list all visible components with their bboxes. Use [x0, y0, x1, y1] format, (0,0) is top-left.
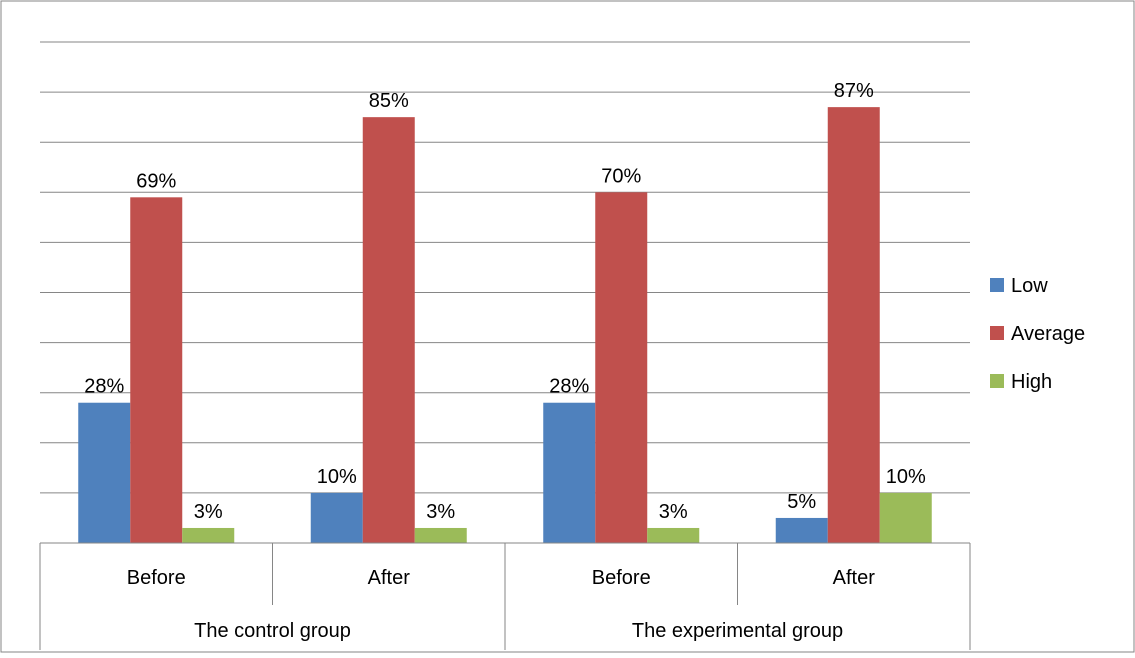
bar-average-3	[827, 107, 880, 543]
legend: Low Average High	[990, 275, 1085, 393]
data-label-high-1: 3%	[426, 501, 455, 523]
legend-label-high: High	[1011, 371, 1052, 393]
legend-swatch-low	[990, 278, 1004, 292]
data-label-low-0: 28%	[84, 376, 124, 398]
bar-average-2	[595, 192, 648, 544]
x-axis: Before After Before After The control group T…	[39, 542, 971, 650]
bar-average-0	[130, 197, 183, 543]
data-label-low-3: 5%	[787, 491, 816, 513]
data-label-average-0: 69%	[136, 170, 176, 192]
data-label-low-1: 10%	[317, 466, 357, 488]
legend-label-low: Low	[1011, 275, 1048, 297]
data-label-average-3: 87%	[834, 80, 874, 102]
category-label-3: After	[833, 567, 876, 589]
legend-label-average: Average	[1011, 323, 1085, 345]
category-label-2: Before	[592, 567, 651, 589]
data-label-low-2: 28%	[549, 376, 589, 398]
bar-low-2	[543, 402, 596, 543]
legend-swatch-average	[990, 326, 1004, 340]
bars-layer	[78, 107, 932, 544]
bar-high-1	[414, 527, 467, 543]
gridlines	[40, 41, 970, 494]
data-labels-layer: 28% 10% 28% 5% 69% 85% 70% 87% 3% 3% 3% 10%	[84, 80, 926, 523]
data-label-high-2: 3%	[659, 501, 688, 523]
data-label-high-0: 3%	[194, 501, 223, 523]
bar-average-1	[362, 117, 415, 544]
category-label-1: After	[368, 567, 411, 589]
category-label-0: Before	[127, 567, 186, 589]
bar-high-3	[879, 492, 932, 543]
bar-high-0	[182, 527, 235, 543]
bar-low-1	[310, 492, 363, 543]
group-label-0: The control group	[194, 620, 351, 642]
data-label-average-1: 85%	[369, 90, 409, 112]
bar-low-0	[78, 402, 131, 543]
bar-high-2	[647, 527, 700, 543]
data-label-average-2: 70%	[601, 165, 641, 187]
bar-low-3	[775, 517, 828, 543]
group-label-1: The experimental group	[632, 620, 843, 642]
data-label-high-3: 10%	[886, 466, 926, 488]
legend-swatch-high	[990, 374, 1004, 388]
